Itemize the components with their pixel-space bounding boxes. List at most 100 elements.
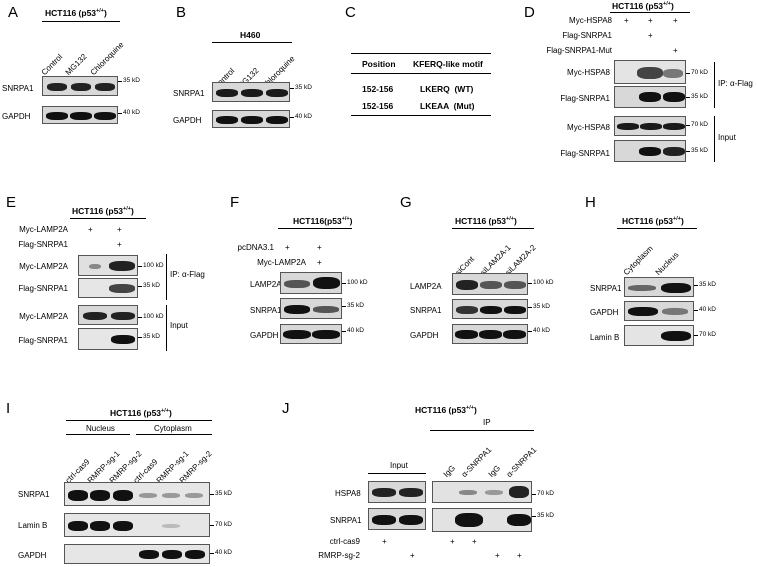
marker-label: 70 kD — [537, 490, 554, 497]
row-label: GAPDH — [250, 331, 279, 340]
table-cell: LKERQ (WT) — [420, 84, 474, 94]
panel-letter: F — [230, 194, 240, 211]
blot-strip — [614, 60, 686, 84]
sign: + — [624, 16, 629, 25]
row-label: SNRPA1 — [18, 490, 50, 499]
marker-label: 70 kD — [691, 69, 708, 76]
marker-label: 70 kD — [699, 331, 716, 338]
panel-letter: G — [400, 194, 412, 211]
row-label: SNRPA1 — [590, 284, 622, 293]
blot-strip — [78, 278, 138, 298]
row-label: SNRPA1 — [250, 306, 282, 315]
row-label: Flag-SNRPA1 — [18, 284, 68, 293]
blot-strip — [432, 508, 532, 532]
panel-title: HCT116 (p53+/+) — [455, 216, 517, 226]
lane-label: IgG — [441, 463, 458, 479]
blot-strip — [64, 544, 210, 564]
blot-strip — [614, 140, 686, 162]
marker-label: 35 kD — [537, 512, 554, 519]
blot-strip — [624, 325, 694, 346]
group-label: Nucleus — [86, 424, 115, 433]
group-label: Input — [390, 461, 408, 470]
marker-label: 40 kD — [533, 327, 550, 334]
table-header: Position — [362, 59, 396, 69]
panel-title: HCT116 (p53+/+) — [415, 405, 477, 415]
sign: + — [673, 46, 678, 55]
row-label: GAPDH — [18, 551, 47, 560]
blot-strip — [614, 86, 686, 108]
blot-strip — [368, 481, 426, 503]
row-label: HSPA8 — [335, 489, 361, 498]
row-label: Myc-LAMP2A — [19, 262, 68, 271]
sign: + — [317, 258, 322, 267]
blot-strip — [42, 106, 118, 124]
condition-label: Myc-LAMP2A — [257, 258, 306, 267]
marker-label: 35 kD — [533, 303, 550, 310]
panel-title: HCT116 (p53+/+) — [612, 1, 674, 11]
sign: + — [673, 16, 678, 25]
lane-label: MG132 — [63, 52, 89, 77]
lane-label: Chloroquine — [88, 40, 126, 77]
condition-label: ctrl-cas9 — [329, 537, 360, 546]
panel-title: HCT116 (p53+/+) — [45, 8, 107, 18]
blot-strip — [452, 324, 528, 344]
panel-title: HCT116 (p53+/+) — [72, 206, 134, 216]
sign: + — [117, 240, 122, 249]
row-label: Myc-HSPA8 — [567, 123, 610, 132]
group-label: IP — [483, 418, 491, 427]
table-cell: 152-156 — [362, 101, 394, 111]
row-label: LAMP2A — [410, 282, 442, 291]
marker-label: 35 kD — [215, 490, 232, 497]
marker-label: 35 kD — [143, 282, 160, 289]
blot-strip — [280, 324, 342, 344]
row-label: Myc-HSPA8 — [567, 68, 610, 77]
marker-label: 35 kD — [691, 147, 708, 154]
row-label: Myc-LAMP2A — [19, 312, 68, 321]
marker-label: 100 kD — [533, 279, 554, 286]
marker-label: 100 kD — [143, 313, 164, 320]
blot-strip — [432, 481, 532, 503]
row-label: GAPDH — [2, 112, 31, 121]
condition-label: RMRP-sg-2 — [318, 551, 360, 560]
panel-letter: I — [6, 400, 11, 417]
lane-label: Control — [39, 52, 65, 77]
condition-label: Myc-HSPA8 — [569, 16, 612, 25]
panel-title: HCT116(p53+/+) — [293, 216, 353, 226]
blot-strip — [212, 82, 290, 102]
blot-strip — [368, 508, 426, 530]
blot-strip — [624, 301, 694, 321]
sign: + — [450, 537, 455, 546]
blot-strip — [78, 328, 138, 350]
panel-title: HCT116 (p53+/+) — [110, 408, 172, 418]
marker-label: 40 kD — [699, 306, 716, 313]
sign: + — [117, 225, 122, 234]
lane-label: IgG — [486, 463, 503, 479]
sign: + — [382, 537, 387, 546]
condition-label: Flag-SNRPA1-Mut — [546, 46, 612, 55]
sign: + — [88, 225, 93, 234]
row-label: Lamin B — [18, 521, 48, 530]
blot-strip — [280, 272, 342, 294]
blot-strip — [64, 513, 210, 537]
row-label: SNRPA1 — [330, 516, 362, 525]
blot-strip — [212, 110, 290, 128]
blot-strip — [614, 116, 686, 136]
marker-label: 35 kD — [295, 84, 312, 91]
panel-title: H460 — [240, 30, 261, 40]
row-label: LAMP2A — [250, 280, 282, 289]
group-label: IP: α-Flag — [170, 270, 205, 279]
group-label: Input — [170, 321, 188, 330]
condition-label: Flag-SNRPA1 — [18, 240, 68, 249]
row-label: Flag-SNRPA1 — [18, 336, 68, 345]
sign: + — [517, 551, 522, 560]
marker-label: 35 kD — [123, 77, 140, 84]
panel-letter: D — [524, 4, 535, 21]
row-label: Lamin B — [590, 333, 620, 342]
row-label: SNRPA1 — [173, 89, 205, 98]
sign: + — [285, 243, 290, 252]
panel-letter: H — [585, 194, 596, 211]
marker-label: 40 kD — [295, 113, 312, 120]
blot-strip — [64, 482, 210, 506]
marker-label: 35 kD — [691, 93, 708, 100]
row-label: SNRPA1 — [410, 306, 442, 315]
